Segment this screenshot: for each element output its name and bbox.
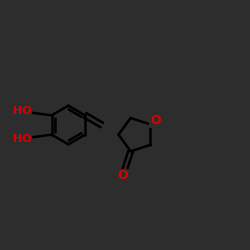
Text: HO: HO bbox=[13, 106, 32, 117]
Text: O: O bbox=[150, 114, 161, 127]
Text: HO: HO bbox=[13, 134, 32, 143]
Text: O: O bbox=[117, 169, 128, 182]
